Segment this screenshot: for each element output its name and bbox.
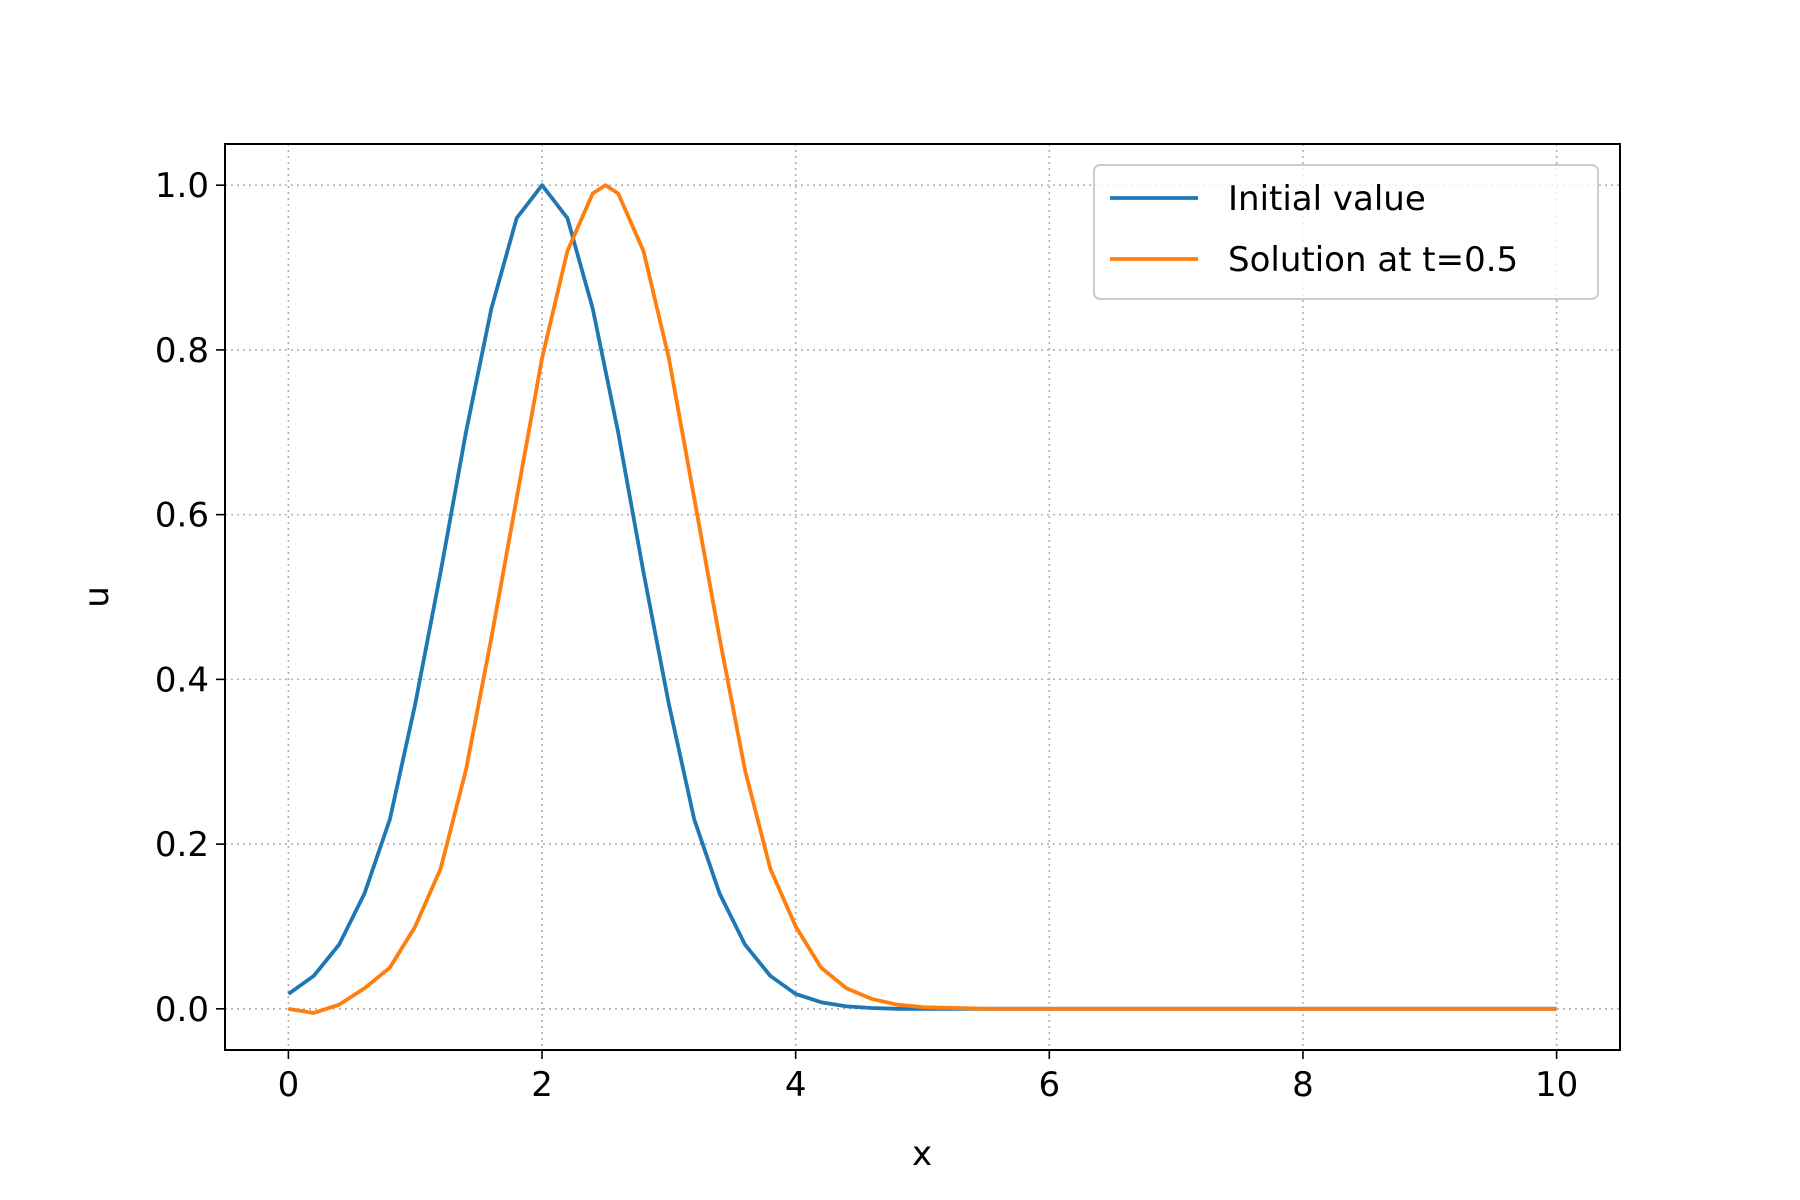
legend: Initial value Solution at t=0.5 — [1093, 164, 1599, 300]
legend-box — [1093, 164, 1599, 300]
y-tick-label: 0.0 — [155, 990, 209, 1030]
y-tick-label: 0.6 — [155, 496, 209, 536]
x-tick-label: 8 — [1292, 1065, 1314, 1105]
y-tick-label: 0.2 — [155, 825, 209, 865]
series-line-solution — [288, 183, 1557, 1015]
x-axis-label: x — [912, 1134, 932, 1174]
y-tick-label: 0.8 — [155, 331, 209, 371]
y-tick-label: 1.0 — [155, 166, 209, 206]
x-tick-label: 10 — [1535, 1065, 1578, 1105]
x-tick-label: 4 — [785, 1065, 807, 1105]
legend-label-solution: Solution at t=0.5 — [1228, 240, 1518, 280]
tick-layer: 0 2 4 6 8 10 0.0 0.2 0.4 0.6 0.8 1.0 — [155, 166, 1578, 1105]
y-axis-label: u — [77, 586, 117, 608]
x-tick-label: 6 — [1038, 1065, 1060, 1105]
x-tick-label: 2 — [531, 1065, 553, 1105]
plot-frame — [224, 143, 1621, 1051]
y-tick-label: 0.4 — [155, 660, 209, 700]
legend-label-initial-value: Initial value — [1228, 179, 1426, 219]
series-line-initial-value — [287, 183, 1557, 1011]
x-tick-label: 0 — [278, 1065, 300, 1105]
series-layer — [287, 183, 1557, 1015]
